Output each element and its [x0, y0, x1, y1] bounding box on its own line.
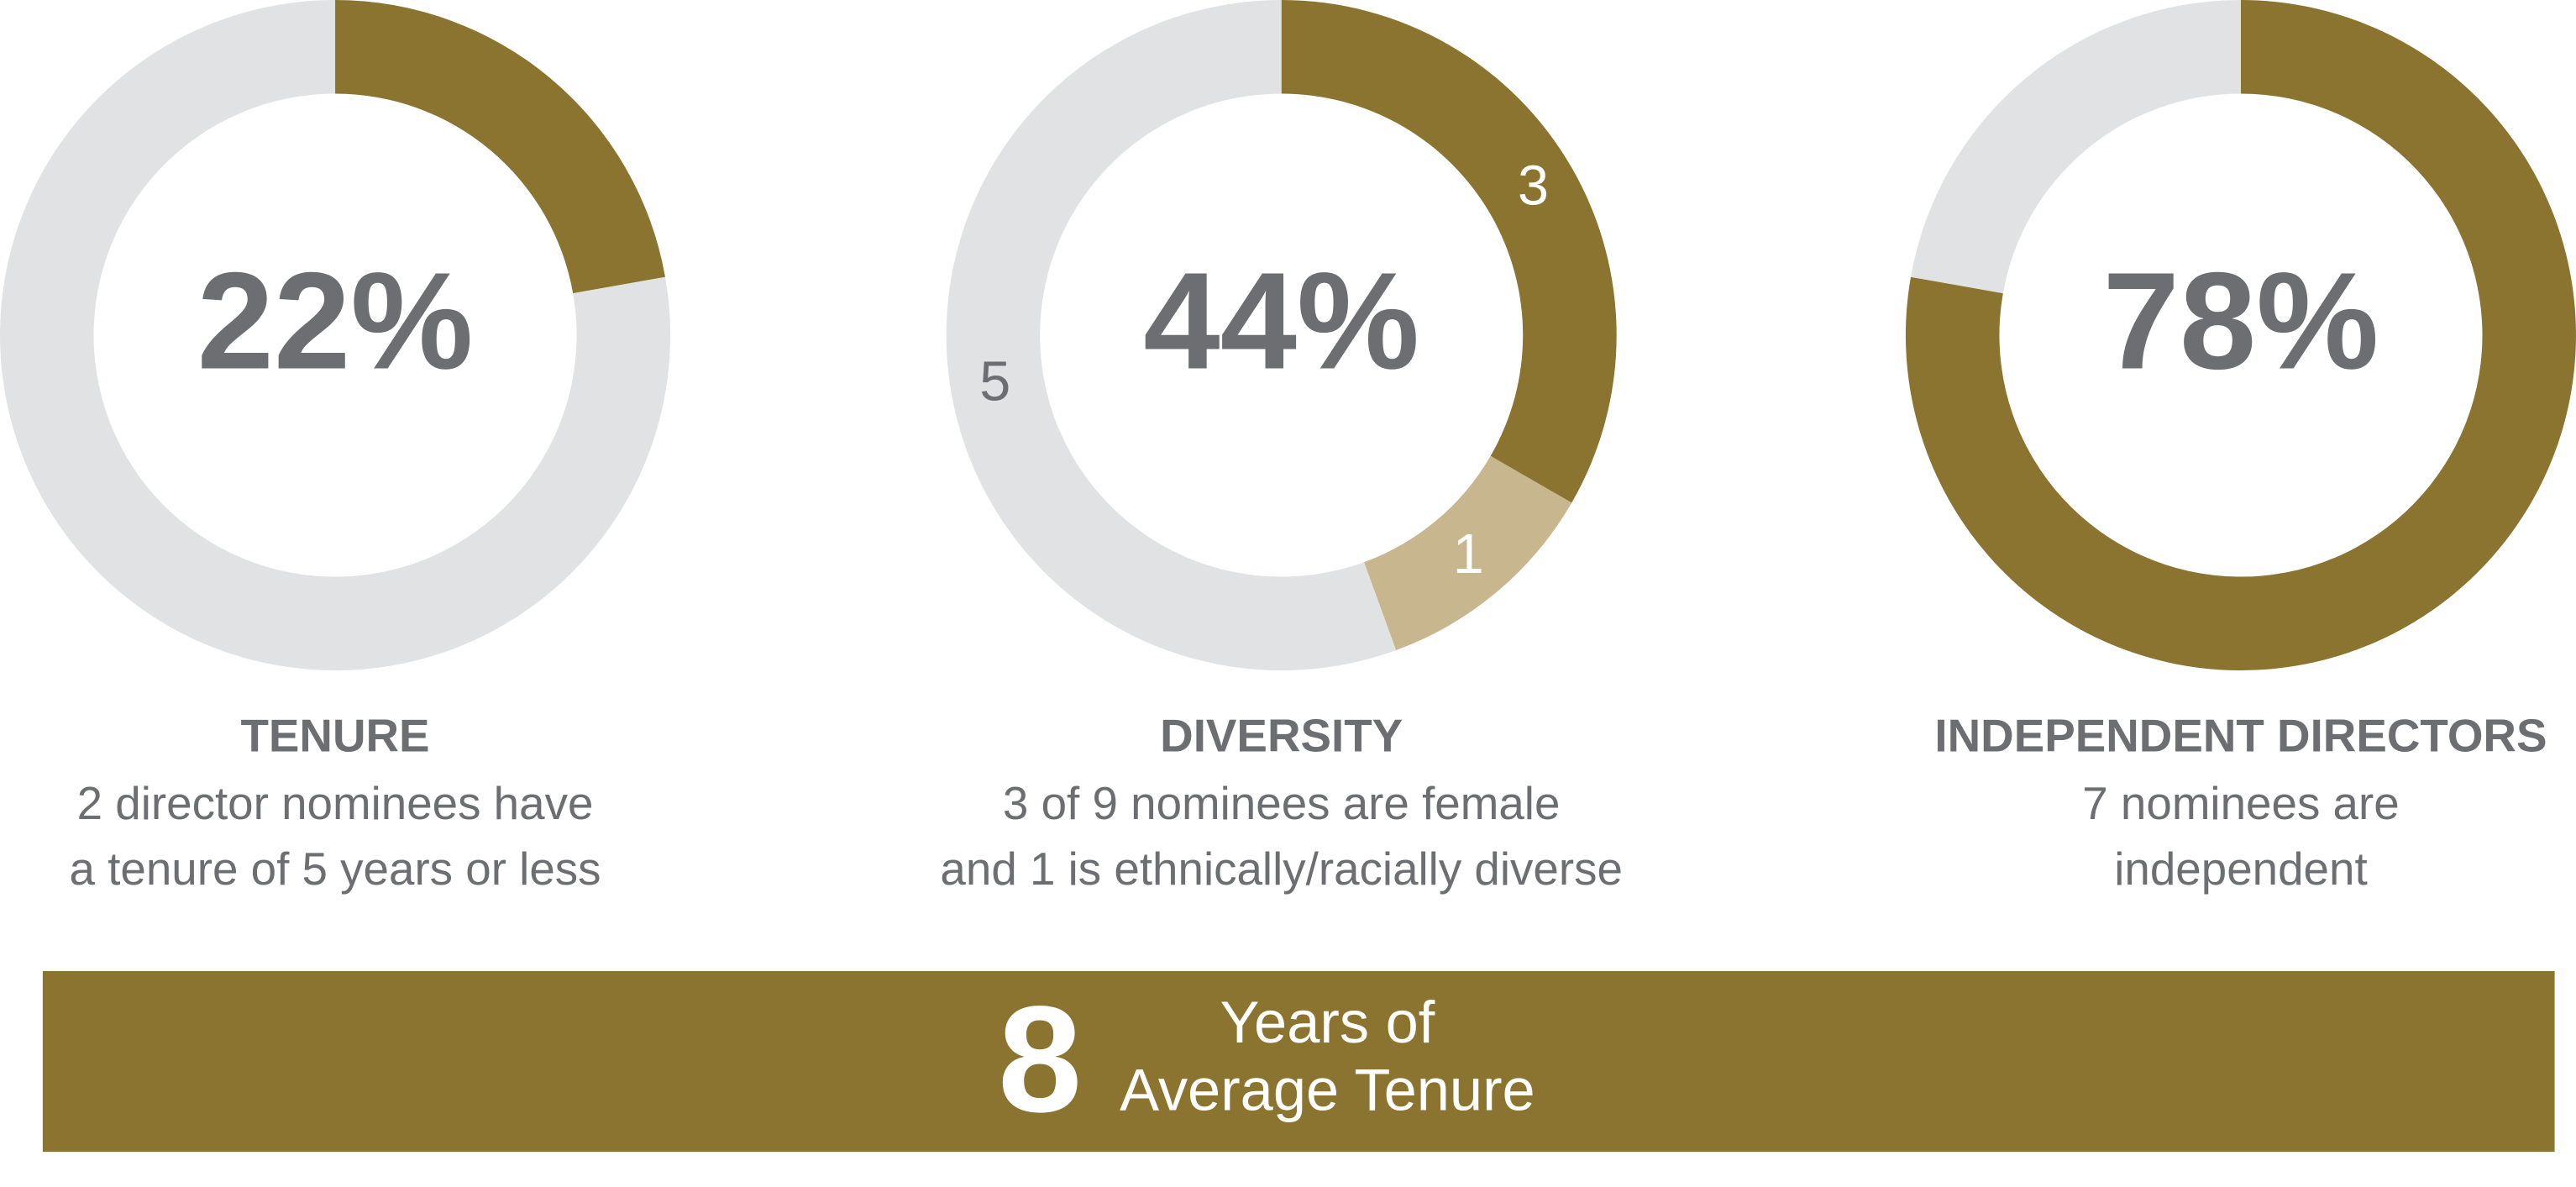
value-label: 1: [1453, 523, 1484, 586]
description: 2 director nominees have: [77, 777, 594, 829]
chart-title: DIVERSITY: [1160, 710, 1403, 762]
chart-title: INDEPENDENT DIRECTORS: [1934, 710, 2547, 762]
donut-segment: [1281, 0, 1617, 503]
banner-number: 8: [998, 975, 1082, 1144]
banner: [42, 970, 2555, 1153]
donut-segment: [946, 0, 1397, 671]
banner-text: Years of: [1220, 989, 1435, 1055]
description: 3 of 9 nominees are female: [1003, 777, 1560, 829]
description: and 1 is ethnically/racially diverse: [940, 843, 1623, 895]
donut-segment: [1364, 455, 1572, 650]
center-label: 44%: [1143, 244, 1419, 398]
value-label: 3: [1518, 155, 1549, 217]
chart-title: TENURE: [240, 710, 429, 762]
donut-segment: [1911, 0, 2241, 294]
donut-segment: [335, 0, 665, 294]
description: independent: [2114, 843, 2367, 895]
center-label: 78%: [2103, 244, 2379, 398]
banner-text: Average Tenure: [1120, 1056, 1535, 1122]
center-label: 22%: [197, 244, 474, 398]
value-label: 5: [979, 351, 1010, 413]
description: a tenure of 5 years or less: [70, 843, 601, 895]
description: 7 nominees are: [2082, 777, 2399, 829]
